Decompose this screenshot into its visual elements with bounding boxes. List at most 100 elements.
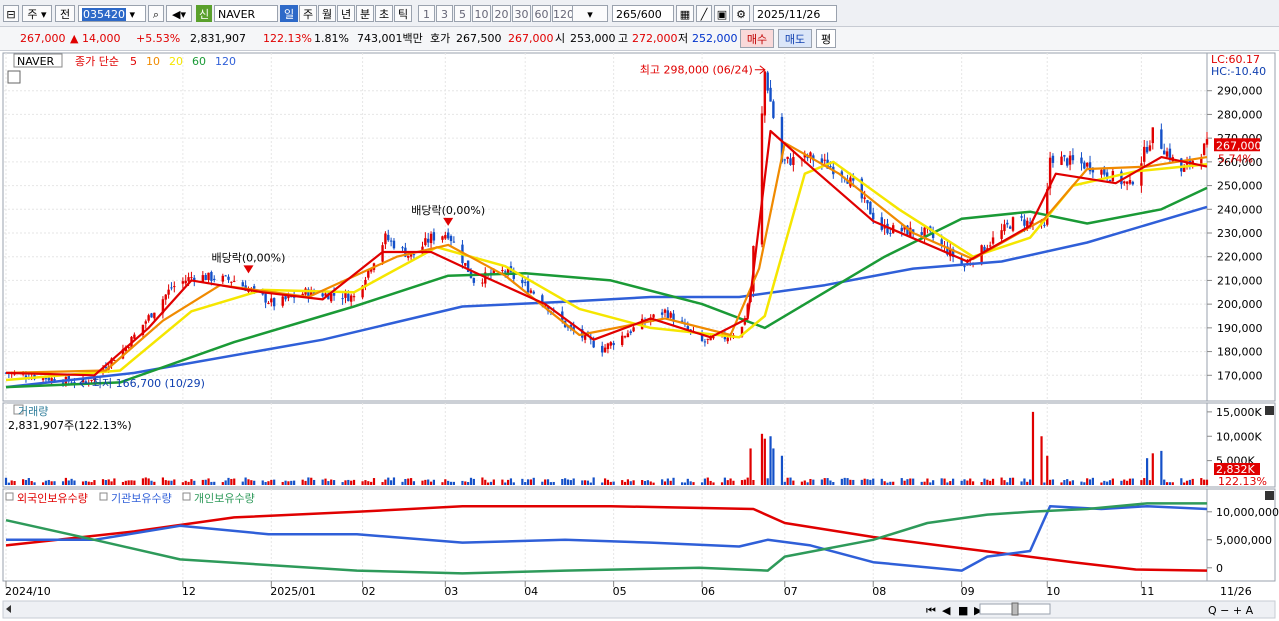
volume-bar: [541, 481, 544, 485]
candle-body: [121, 349, 125, 359]
candle-body: [224, 275, 227, 277]
candle-body: [173, 286, 176, 288]
period-3[interactable]: 년: [337, 5, 355, 22]
scroll-left-icon[interactable]: [6, 605, 11, 613]
annotation-low-arrow: [79, 378, 90, 388]
scrollbar[interactable]: [2, 600, 1276, 619]
volume-bar: [293, 480, 296, 485]
volume-bar: [1026, 481, 1029, 485]
volume-bar: [812, 479, 815, 485]
ma5-line: [5, 129, 1208, 377]
vol-close-icon[interactable]: [1265, 406, 1274, 415]
candle-body: [1000, 230, 1003, 239]
volume-bar: [387, 477, 390, 485]
volume-bar: [880, 478, 883, 485]
buy-button[interactable]: 매수: [740, 29, 774, 48]
interval-120[interactable]: 120: [552, 5, 574, 22]
code-input[interactable]: 035420 ▾: [78, 5, 146, 22]
count-input[interactable]: 265/600: [612, 5, 674, 22]
candle-body: [481, 282, 484, 284]
volume-bar: [900, 478, 903, 485]
vol-legend-box: [13, 404, 24, 415]
period-2[interactable]: 월: [318, 5, 336, 22]
candle-body: [946, 246, 949, 255]
candle-body: [230, 281, 233, 283]
save-icon[interactable]: ▣: [714, 5, 730, 22]
interval-20[interactable]: 20: [492, 5, 511, 22]
volume-bar: [906, 479, 909, 485]
period-6[interactable]: 틱: [394, 5, 412, 22]
volume-bar: [504, 482, 507, 485]
candle-body: [241, 282, 244, 287]
candle-body: [233, 280, 236, 282]
interval-10[interactable]: 10: [472, 5, 491, 22]
change-pct: +5.53%: [136, 32, 181, 45]
candle-body: [686, 326, 690, 330]
interval-3[interactable]: 3: [436, 5, 453, 22]
candle-body: [960, 258, 963, 264]
volume-bar: [1145, 458, 1149, 485]
gear-icon[interactable]: ⚙: [732, 5, 750, 22]
volume-bar: [912, 478, 915, 485]
period-5[interactable]: 초: [375, 5, 393, 22]
volume-bar: [7, 482, 10, 485]
period-1[interactable]: 주: [299, 5, 317, 22]
hold-close-icon[interactable]: [1265, 491, 1274, 500]
volume-bar: [44, 480, 48, 485]
amount: 743,001백만: [357, 32, 423, 45]
new-badge[interactable]: 신: [196, 5, 212, 22]
volume-bar: [253, 480, 256, 485]
volume-bar: [723, 477, 726, 485]
volume-bar: [181, 482, 184, 485]
calc-icon[interactable]: [7, 70, 21, 84]
speaker-icon[interactable]: ◀▾: [166, 5, 192, 22]
candle-body: [104, 366, 108, 369]
grid-icon[interactable]: ▦: [676, 5, 694, 22]
volume-bar: [632, 480, 635, 485]
period-select[interactable]: ▾: [572, 5, 608, 22]
interval-30[interactable]: 30: [512, 5, 531, 22]
candle-body: [492, 269, 496, 274]
interval-1[interactable]: 1: [418, 5, 435, 22]
candle-body: [760, 113, 764, 245]
interval-60[interactable]: 60: [532, 5, 551, 22]
period-0[interactable]: 일: [280, 5, 298, 22]
legend-ma-120: 120: [215, 55, 236, 68]
layout-icon[interactable]: ⊟: [3, 5, 19, 22]
volume-bar: [1168, 482, 1172, 485]
zoom-slider-thumb[interactable]: [1011, 602, 1019, 616]
volume-bar: [584, 480, 587, 485]
ytick-label: 290,000: [1217, 85, 1263, 98]
candle-body: [991, 237, 995, 244]
search-icon[interactable]: ⌕: [148, 5, 164, 22]
mode-select[interactable]: 주 ▾: [22, 5, 52, 22]
volume-bar: [940, 478, 943, 485]
volume-bar: [689, 481, 692, 485]
hold-legend-1: 기관보유수량: [111, 492, 172, 505]
legend-ma-10: 10: [146, 55, 160, 68]
volume-bar: [1148, 480, 1152, 485]
volume-bar: [41, 482, 45, 485]
stock-name[interactable]: NAVER: [214, 5, 278, 22]
volume-bar: [1080, 481, 1083, 485]
volume-bar: [1031, 411, 1035, 485]
interval-5[interactable]: 5: [454, 5, 471, 22]
candle-body: [620, 335, 624, 345]
candle-body: [772, 101, 775, 118]
period-4[interactable]: 분: [356, 5, 374, 22]
candle-body: [783, 159, 786, 161]
candle-body: [84, 381, 88, 383]
volume-bar: [190, 479, 193, 485]
volume-bar: [532, 477, 535, 485]
date-input[interactable]: 2025/11/26 ▦: [753, 5, 837, 38]
draw-icon[interactable]: ╱: [696, 5, 712, 22]
candle-body: [852, 178, 855, 181]
volume-bar: [729, 478, 732, 485]
candle-body: [429, 233, 433, 244]
candle-body: [706, 338, 709, 340]
prev-button[interactable]: 전: [55, 5, 75, 22]
avg-button[interactable]: 평: [816, 29, 836, 48]
volume-bar: [33, 482, 36, 485]
sell-button[interactable]: 매도: [778, 29, 812, 48]
legend-ma-60: 60: [192, 55, 206, 68]
